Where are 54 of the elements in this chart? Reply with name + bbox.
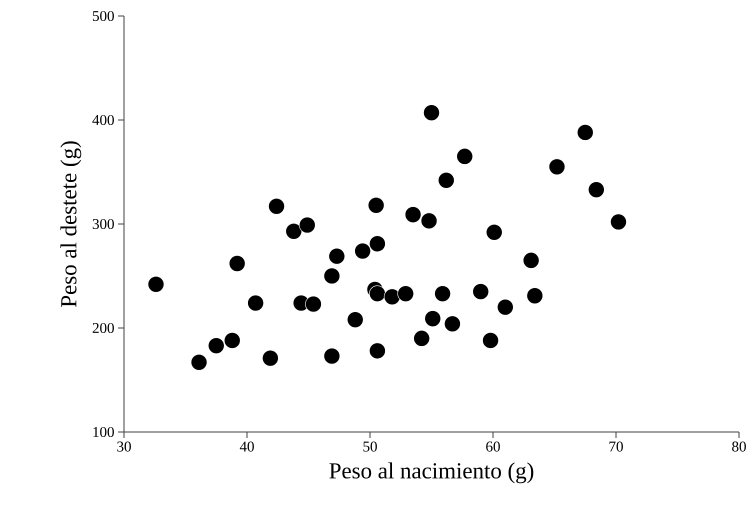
x-tick-label: 80: [732, 442, 746, 452]
point: [497, 298, 514, 316]
point: [262, 350, 279, 366]
point: [456, 148, 474, 165]
point: [190, 354, 208, 371]
x-tick-label: 60: [486, 442, 500, 452]
point: [285, 222, 302, 240]
point: [482, 332, 499, 349]
point: [268, 198, 285, 215]
x-tick-label: 40: [240, 442, 254, 452]
point: [576, 124, 594, 141]
point: [368, 196, 384, 214]
point: [369, 285, 386, 302]
point: [354, 242, 371, 260]
point: [369, 235, 386, 252]
point: [588, 181, 605, 198]
point: [369, 342, 386, 360]
y-tick-label: 100: [93, 426, 114, 438]
point: [444, 316, 461, 332]
y-tick-label: 200: [92, 322, 114, 334]
point: [324, 268, 340, 284]
point: [434, 285, 451, 302]
point: [420, 212, 438, 230]
point: [247, 294, 264, 312]
point: [423, 104, 440, 122]
point: [548, 158, 566, 176]
point: [438, 172, 455, 189]
point: [228, 255, 246, 272]
point: [346, 311, 364, 328]
point: [305, 296, 322, 312]
x-axis-title: Peso al nacimiento (g): [329, 462, 534, 484]
y-tick-label: 400: [92, 114, 114, 126]
point: [522, 252, 540, 269]
point: [413, 330, 430, 347]
point: [328, 248, 346, 265]
point: [397, 285, 414, 302]
y-tick-label: 500: [92, 10, 114, 22]
point: [526, 287, 544, 304]
point: [224, 332, 241, 349]
point: [148, 276, 164, 293]
x-tick-label: 70: [610, 442, 623, 452]
point: [404, 206, 422, 223]
x-tick-label: 50: [363, 442, 377, 452]
y-axis-title: Peso al destete (g): [60, 141, 82, 307]
point: [610, 214, 627, 230]
point: [424, 310, 442, 327]
point: [472, 283, 490, 300]
point: [324, 348, 340, 364]
point: [486, 224, 503, 241]
point: [298, 216, 316, 234]
point: [208, 337, 225, 354]
x-tick-label: 30: [117, 442, 131, 452]
y-tick-label: 300: [92, 218, 114, 230]
point: [384, 288, 400, 306]
